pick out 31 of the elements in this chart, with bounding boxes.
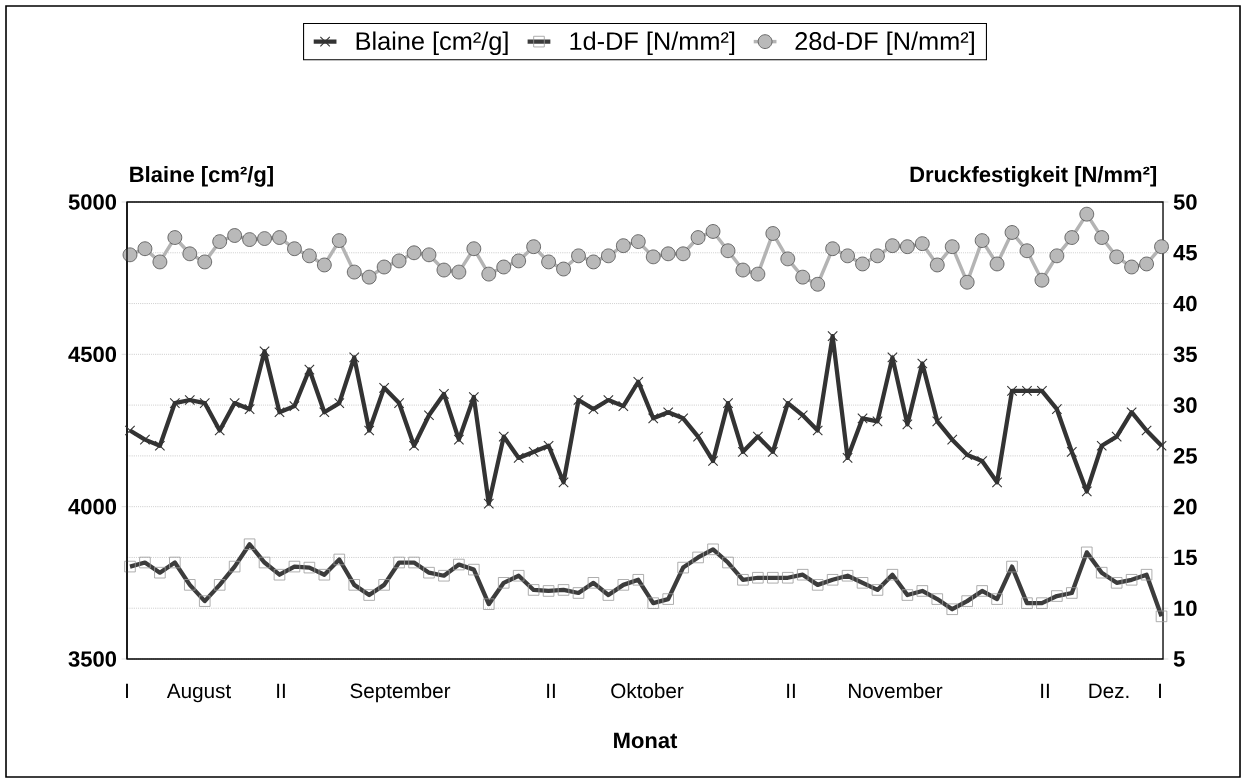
text: November bbox=[849, 683, 943, 699]
y2-tick-label: 40 bbox=[1173, 295, 1197, 312]
y-tick-label: 3500 bbox=[68, 651, 117, 667]
text: August bbox=[166, 683, 232, 703]
y-tick-label: 4500 bbox=[68, 346, 117, 363]
y2-tick-label: 5 bbox=[1173, 651, 1185, 667]
text: II bbox=[1041, 683, 1049, 698]
text: Dez. bbox=[1089, 683, 1129, 699]
y2-tick-label: 35 bbox=[1173, 346, 1197, 363]
text: II bbox=[787, 683, 795, 698]
y2-tick-label: 10 bbox=[1174, 600, 1197, 617]
text: II bbox=[277, 683, 285, 698]
y2-tick-label: 25 bbox=[1173, 448, 1197, 464]
text: Oktober bbox=[611, 683, 684, 699]
legend-label: Blaine [cm²/g] bbox=[356, 31, 508, 56]
y2-tick-label: 45 bbox=[1173, 245, 1197, 261]
y2-tick-label: 50 bbox=[1173, 194, 1197, 210]
y-tick-label: 5000 bbox=[68, 194, 117, 210]
y2-tick-label: 15 bbox=[1174, 549, 1197, 566]
y2-tick-label: 30 bbox=[1173, 397, 1197, 413]
y-axis-title: Blaine [cm²/g] bbox=[130, 166, 273, 187]
text: September bbox=[350, 683, 451, 703]
text: I bbox=[126, 683, 128, 698]
text: II bbox=[547, 683, 555, 698]
legend-label: 28d-DF [N/mm²] bbox=[795, 31, 974, 56]
y2-axis-title: Druckfestigkeit [N/mm²] bbox=[910, 166, 1157, 187]
y-tick-label: 4000 bbox=[68, 498, 117, 515]
legend-label: 1d-DF [N/mm²] bbox=[570, 31, 735, 56]
y2-tick-label: 20 bbox=[1173, 498, 1197, 515]
x-axis-title: Monat bbox=[614, 732, 678, 749]
text: I bbox=[1159, 683, 1161, 698]
